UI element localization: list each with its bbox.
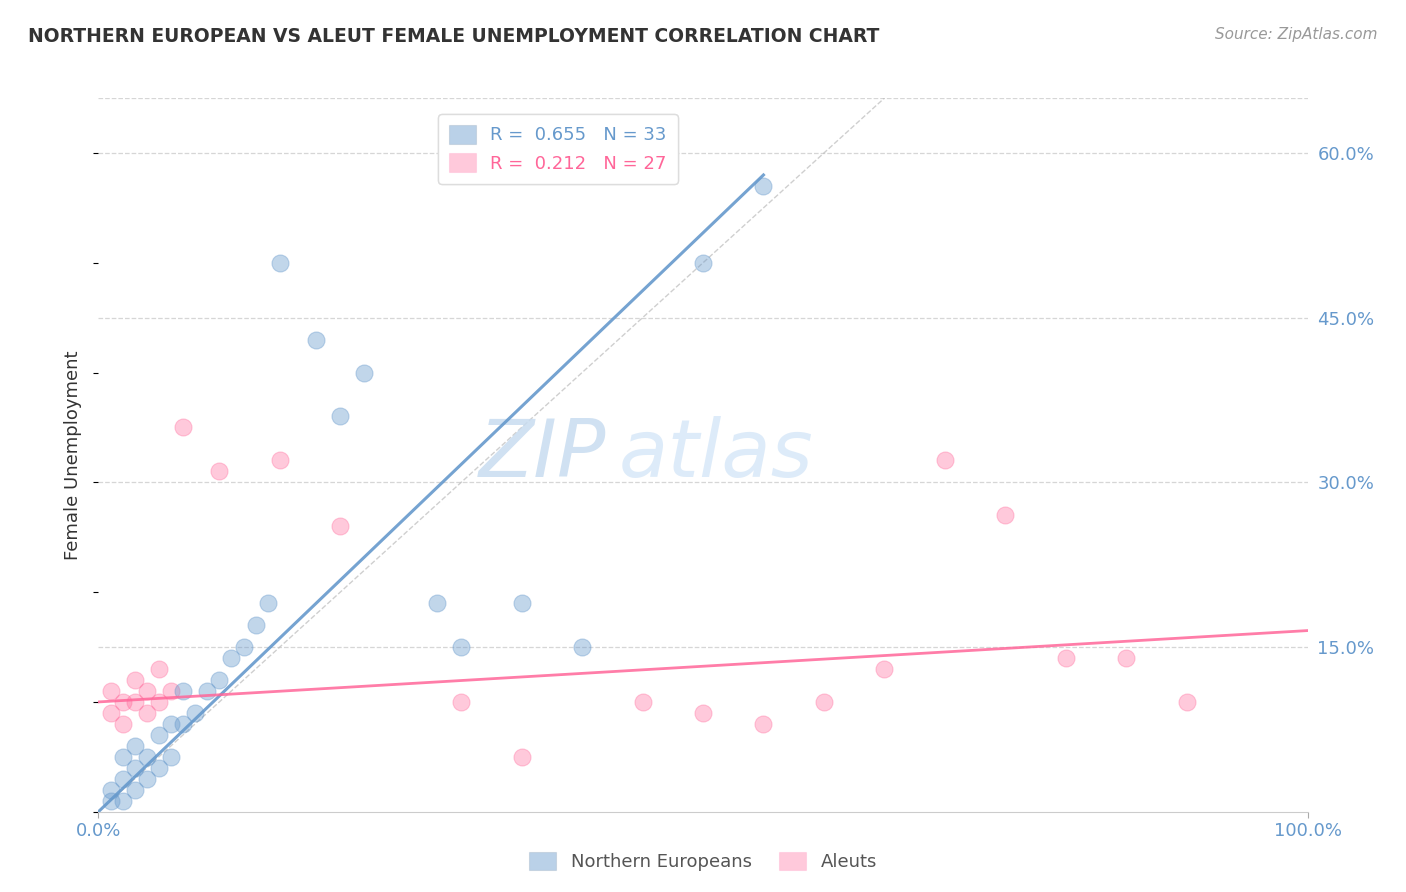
Point <box>934 453 956 467</box>
Point <box>571 640 593 654</box>
Point <box>305 333 328 347</box>
Point <box>692 256 714 270</box>
Legend: Northern Europeans, Aleuts: Northern Europeans, Aleuts <box>522 845 884 879</box>
Point <box>450 695 472 709</box>
Point <box>256 596 278 610</box>
Point <box>172 420 194 434</box>
Point <box>510 749 533 764</box>
Text: ZIP: ZIP <box>479 416 606 494</box>
Point <box>100 706 122 720</box>
Point <box>245 618 267 632</box>
Point <box>232 640 254 654</box>
Point <box>111 772 134 786</box>
Point <box>111 794 134 808</box>
Point <box>124 739 146 753</box>
Point <box>148 728 170 742</box>
Point <box>172 717 194 731</box>
Point <box>1054 651 1077 665</box>
Point <box>450 640 472 654</box>
Point <box>353 366 375 380</box>
Point <box>269 256 291 270</box>
Point <box>269 453 291 467</box>
Point <box>426 596 449 610</box>
Point <box>221 651 243 665</box>
Point <box>124 761 146 775</box>
Point <box>100 684 122 698</box>
Point <box>111 717 134 731</box>
Point <box>124 782 146 797</box>
Point <box>124 673 146 687</box>
Point <box>631 695 654 709</box>
Point <box>1115 651 1137 665</box>
Text: NORTHERN EUROPEAN VS ALEUT FEMALE UNEMPLOYMENT CORRELATION CHART: NORTHERN EUROPEAN VS ALEUT FEMALE UNEMPL… <box>28 27 880 45</box>
Point <box>111 695 134 709</box>
Point <box>752 717 775 731</box>
Point <box>100 782 122 797</box>
Point <box>100 794 122 808</box>
Point <box>111 749 134 764</box>
Point <box>135 684 157 698</box>
Y-axis label: Female Unemployment: Female Unemployment <box>65 351 83 559</box>
Point <box>994 508 1017 523</box>
Point <box>135 772 157 786</box>
Point <box>752 178 775 193</box>
Legend: R =  0.655   N = 33, R =  0.212   N = 27: R = 0.655 N = 33, R = 0.212 N = 27 <box>439 114 678 184</box>
Point <box>184 706 207 720</box>
Point <box>1175 695 1198 709</box>
Point <box>160 749 183 764</box>
Text: atlas: atlas <box>619 416 813 494</box>
Point <box>135 749 157 764</box>
Point <box>208 464 231 478</box>
Point <box>195 684 218 698</box>
Point <box>692 706 714 720</box>
Point <box>160 684 183 698</box>
Point <box>160 717 183 731</box>
Point <box>329 519 352 533</box>
Point <box>124 695 146 709</box>
Point <box>148 662 170 676</box>
Text: Source: ZipAtlas.com: Source: ZipAtlas.com <box>1215 27 1378 42</box>
Point <box>813 695 835 709</box>
Point <box>148 761 170 775</box>
Point <box>329 409 352 424</box>
Point <box>148 695 170 709</box>
Point <box>135 706 157 720</box>
Point <box>172 684 194 698</box>
Point <box>510 596 533 610</box>
Point <box>873 662 896 676</box>
Point <box>208 673 231 687</box>
